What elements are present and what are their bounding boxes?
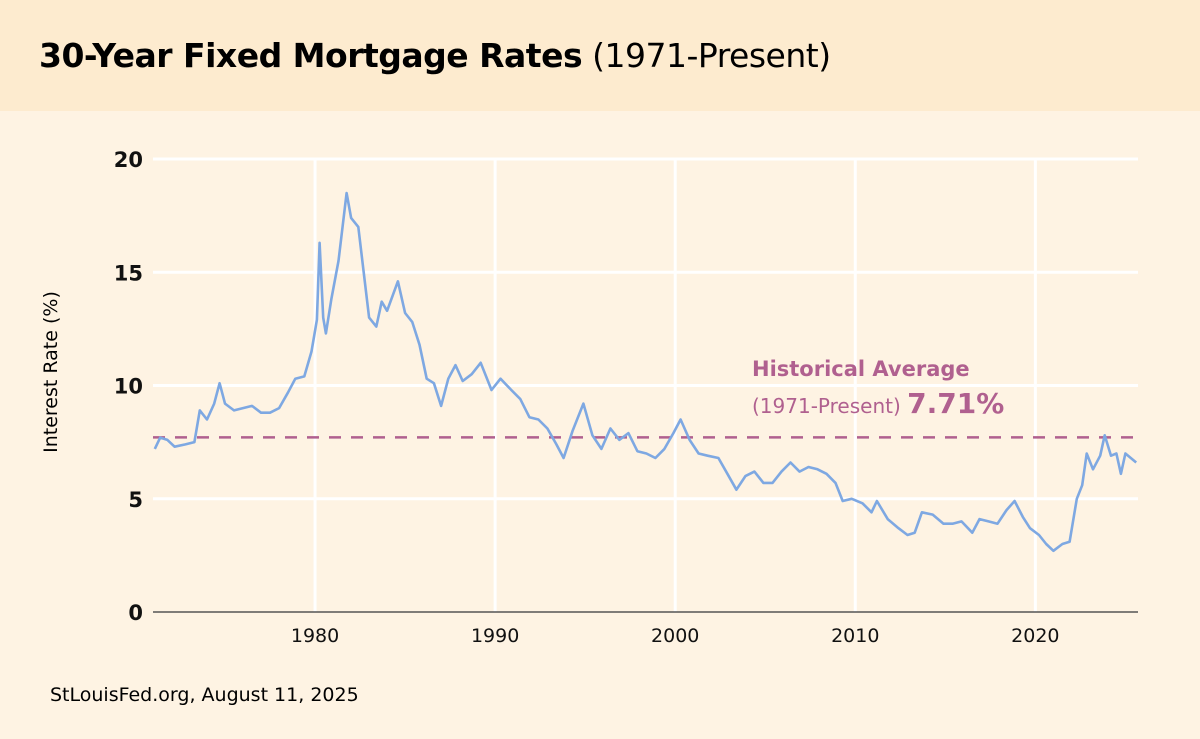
y-tick-labels: 0 5 10 15 20 <box>114 148 143 625</box>
x-tick-label: 2000 <box>651 625 699 647</box>
average-annotation-range: (1971-Present) 7.71% <box>752 387 1004 420</box>
source-credit: StLouisFed.org, August 11, 2025 <box>50 684 359 706</box>
y-axis-label: Interest Rate (%) <box>40 291 62 453</box>
y-tick-label: 0 <box>128 601 143 625</box>
y-tick-label: 20 <box>114 148 143 172</box>
y-tick-label: 10 <box>114 375 143 399</box>
title-main: 30-Year Fixed Mortgage Rates <box>39 36 583 75</box>
x-tick-labels: 1980 1990 2000 2010 2020 <box>291 625 1060 647</box>
y-tick-label: 15 <box>114 261 143 285</box>
x-tick-label: 2010 <box>831 625 879 647</box>
series-line <box>153 191 1138 553</box>
header-banner <box>0 0 1200 111</box>
x-tick-label: 1990 <box>471 625 519 647</box>
average-annotation-period: (1971-Present) <box>752 394 901 418</box>
x-tick-label: 2020 <box>1011 625 1059 647</box>
average-annotation-title: Historical Average <box>752 357 970 381</box>
title-subtitle: (1971-Present) <box>592 36 831 75</box>
x-tick-label: 1980 <box>291 625 339 647</box>
grid <box>153 157 1138 612</box>
y-tick-label: 5 <box>128 488 143 512</box>
average-annotation-value: 7.71% <box>907 387 1004 420</box>
chart-title: 30-Year Fixed Mortgage Rates (1971-Prese… <box>39 36 831 75</box>
